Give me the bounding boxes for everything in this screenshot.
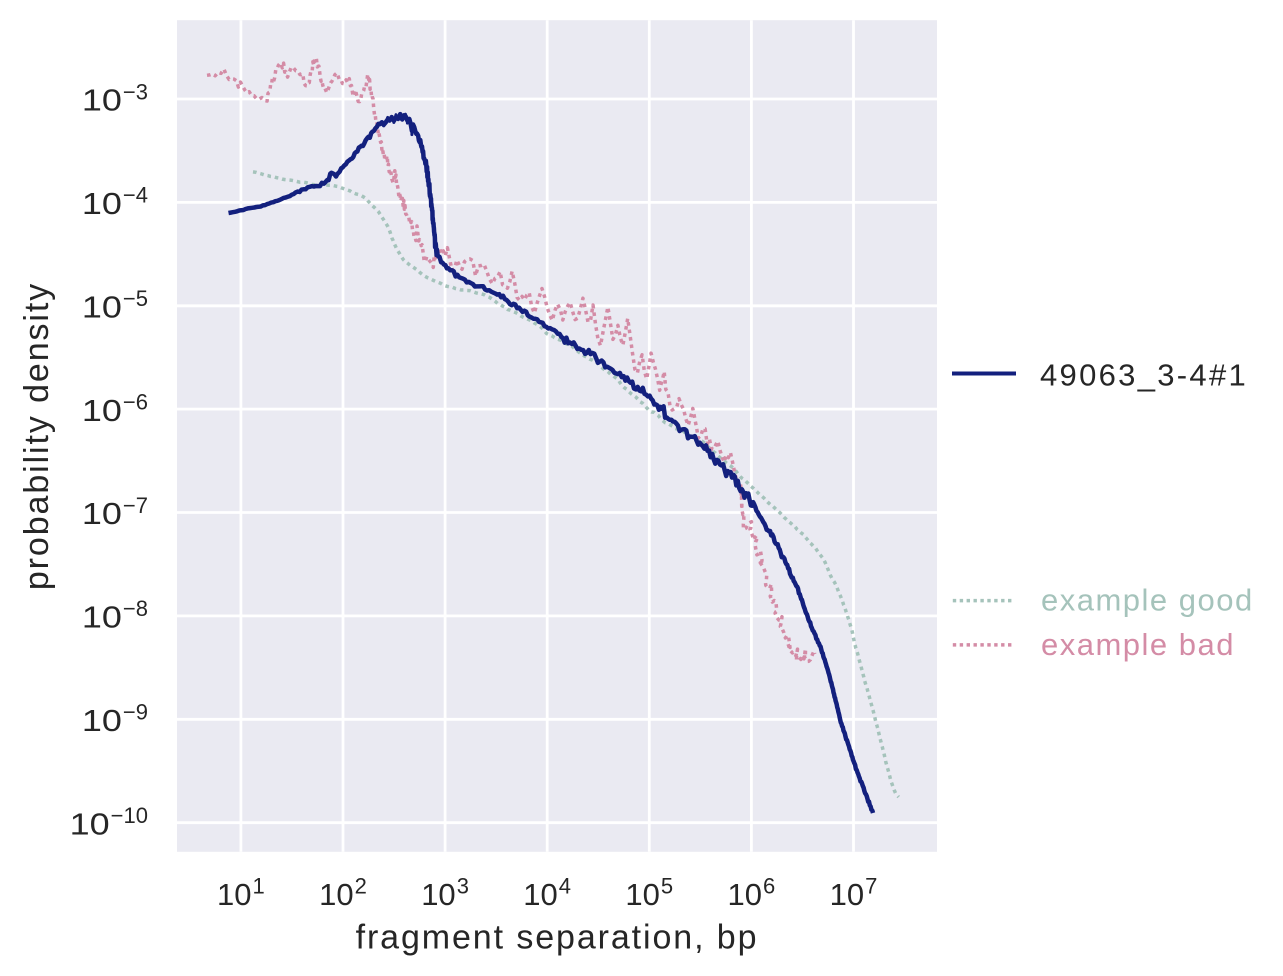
svg-text:−9: −9 [123,700,148,725]
svg-text:10: 10 [82,83,122,118]
svg-text:fragment separation, bp: fragment separation, bp [356,918,759,956]
svg-text:2: 2 [355,873,367,898]
svg-text:10: 10 [217,877,251,912]
svg-text:5: 5 [661,873,673,898]
svg-text:3: 3 [457,873,469,898]
svg-text:probability density: probability density [18,282,56,590]
svg-text:−5: −5 [123,286,148,311]
svg-text:−8: −8 [123,596,148,621]
svg-text:−7: −7 [123,493,148,518]
svg-text:4: 4 [559,873,571,898]
svg-text:10: 10 [82,703,122,738]
svg-text:6: 6 [763,873,775,898]
svg-text:10: 10 [625,877,659,912]
svg-text:example good: example good [1041,583,1254,618]
svg-text:10: 10 [523,877,557,912]
svg-text:−3: −3 [123,79,148,104]
svg-text:10: 10 [82,600,122,635]
svg-text:10: 10 [82,393,122,428]
svg-text:10: 10 [82,186,122,221]
svg-text:10: 10 [830,877,864,912]
svg-text:1: 1 [253,873,265,898]
svg-text:49063_3-4#1: 49063_3-4#1 [1040,357,1248,392]
svg-text:−6: −6 [123,389,148,414]
svg-text:7: 7 [865,873,877,898]
svg-text:10: 10 [728,877,762,912]
svg-text:10: 10 [70,806,110,841]
svg-text:−4: −4 [123,183,148,208]
svg-text:10: 10 [421,877,455,912]
svg-text:10: 10 [319,877,353,912]
svg-text:10: 10 [82,290,122,325]
svg-text:example bad: example bad [1041,627,1235,662]
svg-text:−10: −10 [111,803,148,828]
svg-text:10: 10 [82,496,122,531]
